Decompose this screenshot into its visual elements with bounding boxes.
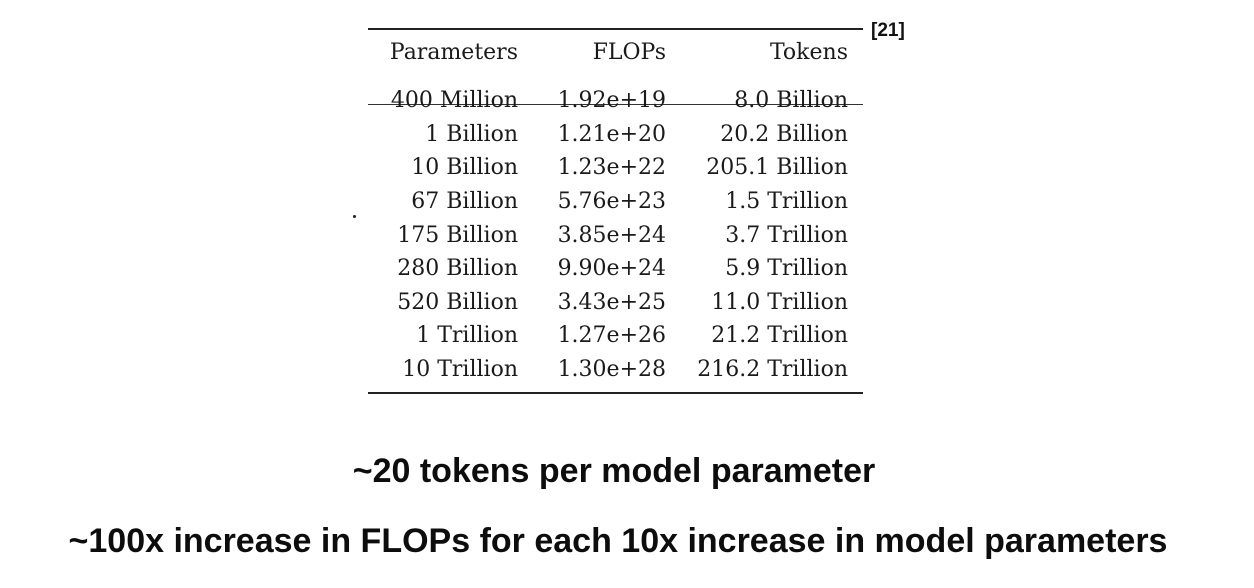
cell-flops: 9.90e+24 bbox=[557, 256, 666, 281]
stray-dot bbox=[353, 215, 356, 218]
caption-tokens-per-parameter: ~20 tokens per model parameter bbox=[352, 452, 876, 490]
cell-flops: 3.85e+24 bbox=[557, 223, 666, 248]
cell-tokens: 1.5 Trillion bbox=[725, 189, 848, 214]
cell-parameters: 10 Trillion bbox=[402, 357, 518, 382]
cell-tokens: 216.2 Trillion bbox=[697, 357, 848, 382]
cell-flops: 3.43e+25 bbox=[557, 290, 666, 315]
cell-parameters: 1 Billion bbox=[425, 122, 518, 147]
cell-flops: 1.30e+28 bbox=[557, 357, 666, 382]
citation-label: [21] bbox=[871, 20, 905, 41]
cell-flops: 1.92e+19 bbox=[557, 88, 666, 113]
header-parameters: Parameters bbox=[389, 40, 518, 65]
cell-parameters: 67 Billion bbox=[411, 189, 518, 214]
cell-tokens: 8.0 Billion bbox=[734, 88, 848, 113]
cell-flops: 1.27e+26 bbox=[557, 323, 666, 348]
cell-tokens: 11.0 Trillion bbox=[711, 290, 848, 315]
cell-tokens: 21.2 Trillion bbox=[711, 323, 848, 348]
cell-flops: 1.21e+20 bbox=[557, 122, 666, 147]
header-tokens: Tokens bbox=[769, 40, 848, 65]
table-bottom-rule bbox=[368, 392, 863, 394]
cell-parameters: 175 Billion bbox=[397, 223, 518, 248]
cell-parameters: 280 Billion bbox=[397, 256, 518, 281]
cell-tokens: 5.9 Trillion bbox=[725, 256, 848, 281]
cell-flops: 1.23e+22 bbox=[557, 155, 666, 180]
cell-parameters: 10 Billion bbox=[411, 155, 518, 180]
table-top-rule bbox=[368, 28, 863, 30]
cell-tokens: 3.7 Trillion bbox=[725, 223, 848, 248]
cell-parameters: 400 Million bbox=[390, 88, 518, 113]
header-flops: FLOPs bbox=[592, 40, 666, 65]
caption-flops-increase: ~100x increase in FLOPs for each 10x inc… bbox=[68, 522, 1168, 560]
cell-tokens: 20.2 Billion bbox=[720, 122, 848, 147]
cell-parameters: 520 Billion bbox=[397, 290, 518, 315]
table-header-rule bbox=[368, 104, 863, 105]
cell-parameters: 1 Trillion bbox=[416, 323, 518, 348]
cell-flops: 5.76e+23 bbox=[557, 189, 666, 214]
cell-tokens: 205.1 Billion bbox=[706, 155, 848, 180]
